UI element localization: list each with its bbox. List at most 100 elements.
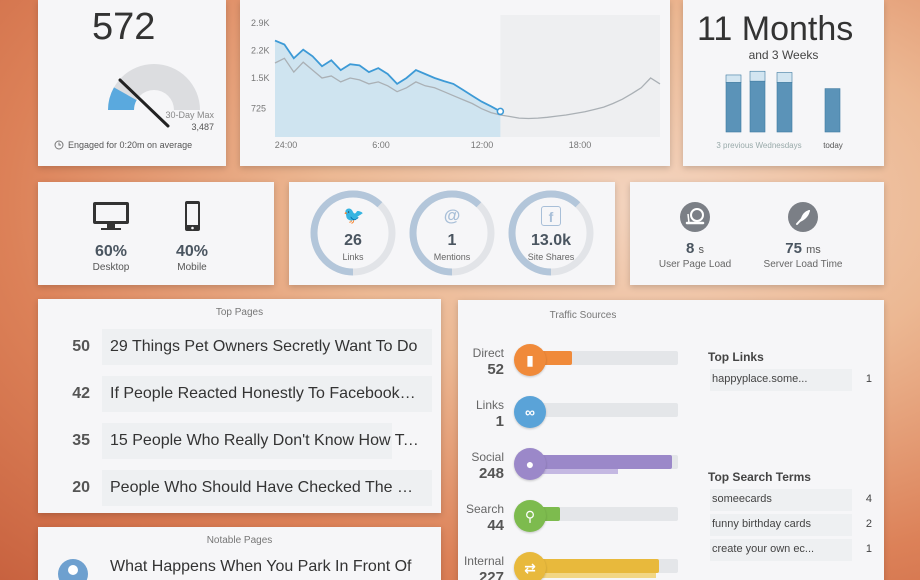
max-value: 3,487 [191,122,214,132]
engaged-footer-text: Engaged for 0:20m on average [68,140,193,150]
user-avatar-icon [58,559,88,580]
search-term-row[interactable]: someecards 4 [710,489,876,511]
months-panel: 11 Months and 3 Weeks 3 previous Wednesd… [683,0,884,166]
notable-pages-panel: Notable Pages What Happens When You Park… [38,527,441,580]
top-page-row[interactable]: 50 29 Things Pet Owners Secretly Want To… [38,329,441,365]
top-pages-panel: Top Pages 50 29 Things Pet Owners Secret… [38,299,441,513]
source-count: 52 [487,361,504,378]
shares-label: Site Shares [527,252,575,262]
source-name: Links [475,398,504,412]
shares-ring [508,190,594,276]
mentions-value: 1 [447,232,457,249]
shares-value: 13.0k [530,232,572,249]
source-bar-track [520,403,678,417]
chat-icon: ● [514,448,546,480]
chart-line-previous [274,57,661,120]
notable-page-title[interactable]: What Happens When You Park In Front Of [110,558,412,575]
x-tick-label: 24:00 [275,140,298,150]
source-name: Direct [472,346,504,360]
months-bar-chart: 3 previous Wednesdays today [716,70,843,150]
swap-icon: ⇄ [514,552,546,580]
months-left-label: 3 previous Wednesdays [716,141,801,150]
top-links-title: Top Links [708,350,764,364]
source-count: 44 [487,517,504,534]
top-page-title[interactable]: If People Reacted Honestly To Facebook P… [110,385,420,402]
week-bar[interactable] [749,80,766,133]
source-count: 1 [495,413,504,430]
at-icon: @ [443,206,461,225]
traffic-source-links[interactable]: Links 1 ∞ [460,396,700,450]
source-name: Search [465,502,504,516]
social-links-circle[interactable]: 🐦 26 Links [308,188,398,278]
desktop-icon [93,202,129,230]
links-value: 26 [344,232,362,249]
top-link-row[interactable]: happyplace.some... 1 [710,369,876,391]
traffic-sources-panel: Traffic Sources Direct 52 ▮ Links 1 ∞ Social 24… [458,300,884,580]
y-tick-label: 725 [251,103,266,113]
clock-icon [54,140,64,150]
mentions-label: Mentions [433,252,471,262]
traffic-source-social[interactable]: Social 248 ● [460,448,700,502]
social-shares-circle[interactable]: f 13.0k Site Shares [506,188,596,278]
search-term-count: 2 [865,518,872,530]
feather-icon [788,202,818,232]
top-page-title[interactable]: 29 Things Pet Owners Secretly Want To Do [110,338,418,355]
top-page-row[interactable]: 20 People Who Should Have Checked The Ph… [38,470,441,506]
source-name: Internal [463,554,504,568]
week-bar[interactable] [824,88,841,133]
top-search-title: Top Search Terms [708,470,811,484]
chart-current-point[interactable] [496,107,505,116]
source-bar-secondary [520,573,656,578]
source-bar-secondary [520,469,618,474]
top-page-row[interactable]: 35 15 People Who Really Don't Know How T… [38,423,441,459]
top-page-count: 42 [72,385,90,402]
search-term-row[interactable]: funny birthday cards 2 [710,514,876,536]
max-label: 30-Day Max [165,110,214,120]
search-term-name[interactable]: someecards [712,493,772,505]
mobile-pct: 40% [175,243,209,260]
search-term-name[interactable]: create your own ec... [712,543,815,555]
week-bar[interactable] [725,82,742,133]
months-right-label: today [823,141,843,150]
facebook-icon: f [541,206,561,226]
y-tick-label: 2.9K [251,18,270,28]
traffic-source-internal[interactable]: Internal 227 ⇄ [460,552,700,580]
mobile-icon [185,201,200,231]
server-load-time-value: 75 ms [785,240,821,257]
user-page-load-value: 8 s [685,240,704,257]
traffic-source-direct[interactable]: Direct 52 ▮ [460,344,700,398]
load-time-panel: 8 s User Page Load 75 ms Server Load Tim… [630,182,884,285]
search-icon: ⚲ [514,500,546,532]
snail-icon [680,202,710,232]
top-pages-title: Top Pages [215,307,264,318]
visits-line-chart: 2.9K 2.2K 1.5K 725 24:00 6:00 12:00 18:00 [251,15,661,150]
months-title: 11 Months [697,10,854,48]
source-bar-fill [520,455,672,469]
top-page-title[interactable]: 15 People Who Really Don't Know How To D… [110,432,420,449]
ring-fill [409,190,495,276]
bookmark-icon: ▮ [514,344,546,376]
desktop-label: Desktop [92,262,130,273]
chart-line-today [274,39,501,113]
top-page-row[interactable]: 42 If People Reacted Honestly To Faceboo… [38,376,441,412]
engaged-gauge [108,64,200,128]
top-link-name[interactable]: happyplace.some... [712,373,808,385]
source-name: Social [471,450,504,464]
gauge-needle [118,78,170,128]
links-label: Links [342,252,364,262]
top-page-count: 50 [72,338,90,355]
visits-chart-panel: 2.9K 2.2K 1.5K 725 24:00 6:00 12:00 18:00 [240,0,670,166]
top-page-title[interactable]: People Who Should Have Checked The Photo [110,479,420,496]
server-load-time-label: Server Load Time [763,259,843,270]
week-bar[interactable] [776,82,793,133]
future-region [500,15,660,137]
y-tick-label: 1.5K [251,73,270,83]
engaged-count: 572 [92,6,156,48]
x-tick-label: 6:00 [372,140,390,150]
traffic-source-search[interactable]: Search 44 ⚲ [460,500,700,554]
search-term-row[interactable]: create your own ec... 1 [710,539,876,561]
search-term-name[interactable]: funny birthday cards [712,518,812,530]
social-mentions-circle[interactable]: @ 1 Mentions [407,188,497,278]
engaged-footer: Engaged for 0:20m on average [54,140,192,150]
mentions-ring [409,190,495,276]
